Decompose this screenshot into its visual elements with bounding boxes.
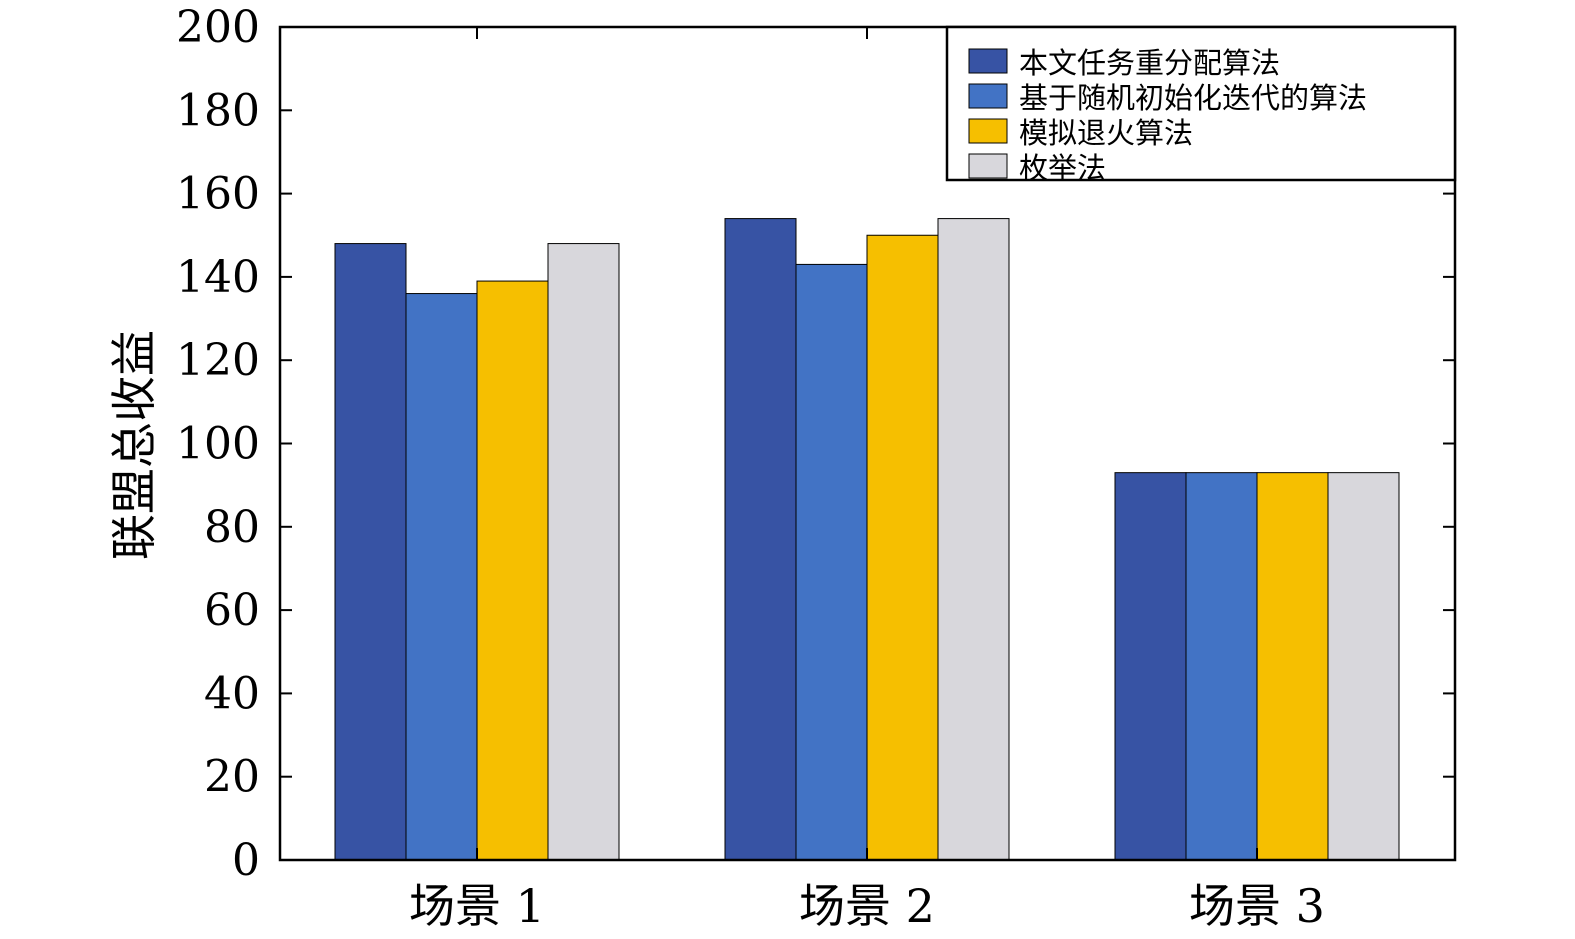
- y-tick-label: 160: [176, 169, 260, 220]
- y-tick-label: 140: [176, 252, 260, 303]
- bar-3-series-1: [1114, 472, 1187, 861]
- y-tick-label: 180: [176, 85, 260, 136]
- bar-3-series-4: [1327, 472, 1400, 861]
- legend-label-1: 本文任务重分配算法: [1019, 46, 1280, 80]
- x-category-label: 场景 2: [799, 879, 935, 933]
- x-category-label: 场景 1: [409, 879, 545, 933]
- y-axis-title: 联盟总收益: [107, 330, 161, 560]
- bar-2-series-1: [724, 218, 797, 861]
- legend-swatch-3: [968, 118, 1008, 144]
- legend-label-3: 模拟退火算法: [1019, 116, 1193, 150]
- bar-1-series-4: [547, 243, 620, 861]
- y-tick-label: 100: [176, 419, 260, 470]
- y-tick-label: 200: [176, 2, 260, 53]
- legend-swatch-2: [968, 83, 1008, 109]
- y-tick-label: 0: [232, 835, 260, 886]
- x-axis-labels: 场景 1 场景 2 场景 3: [409, 27, 1325, 933]
- y-tick-label: 40: [204, 668, 260, 719]
- bar-1-series-3: [476, 280, 549, 861]
- bar-2-series-2: [795, 263, 868, 861]
- y-tick-label: 60: [204, 585, 260, 636]
- bars-layer: [334, 218, 1400, 861]
- bar-2-series-4: [937, 218, 1010, 861]
- bar-3-series-3: [1256, 472, 1329, 861]
- bar-1-series-1: [334, 243, 407, 861]
- bar-1-series-2: [405, 293, 478, 861]
- x-category-label: 场景 3: [1189, 879, 1325, 933]
- legend-box: [945, 25, 1457, 182]
- y-tick-label: 120: [176, 335, 260, 386]
- y-tick-label: 80: [204, 502, 260, 553]
- bar-3-series-2: [1185, 472, 1258, 861]
- legend-swatch-4: [968, 153, 1008, 179]
- y-tick-label: 20: [204, 752, 260, 803]
- legend-label-2: 基于随机初始化迭代的算法: [1019, 81, 1367, 115]
- legend-swatch-1: [968, 48, 1008, 74]
- legend-label-4: 枚举法: [1019, 151, 1106, 185]
- bar-2-series-3: [866, 234, 939, 861]
- y-axis-ticks: 0 20 40 60 80 100 120 140 160 180 200: [176, 2, 1455, 886]
